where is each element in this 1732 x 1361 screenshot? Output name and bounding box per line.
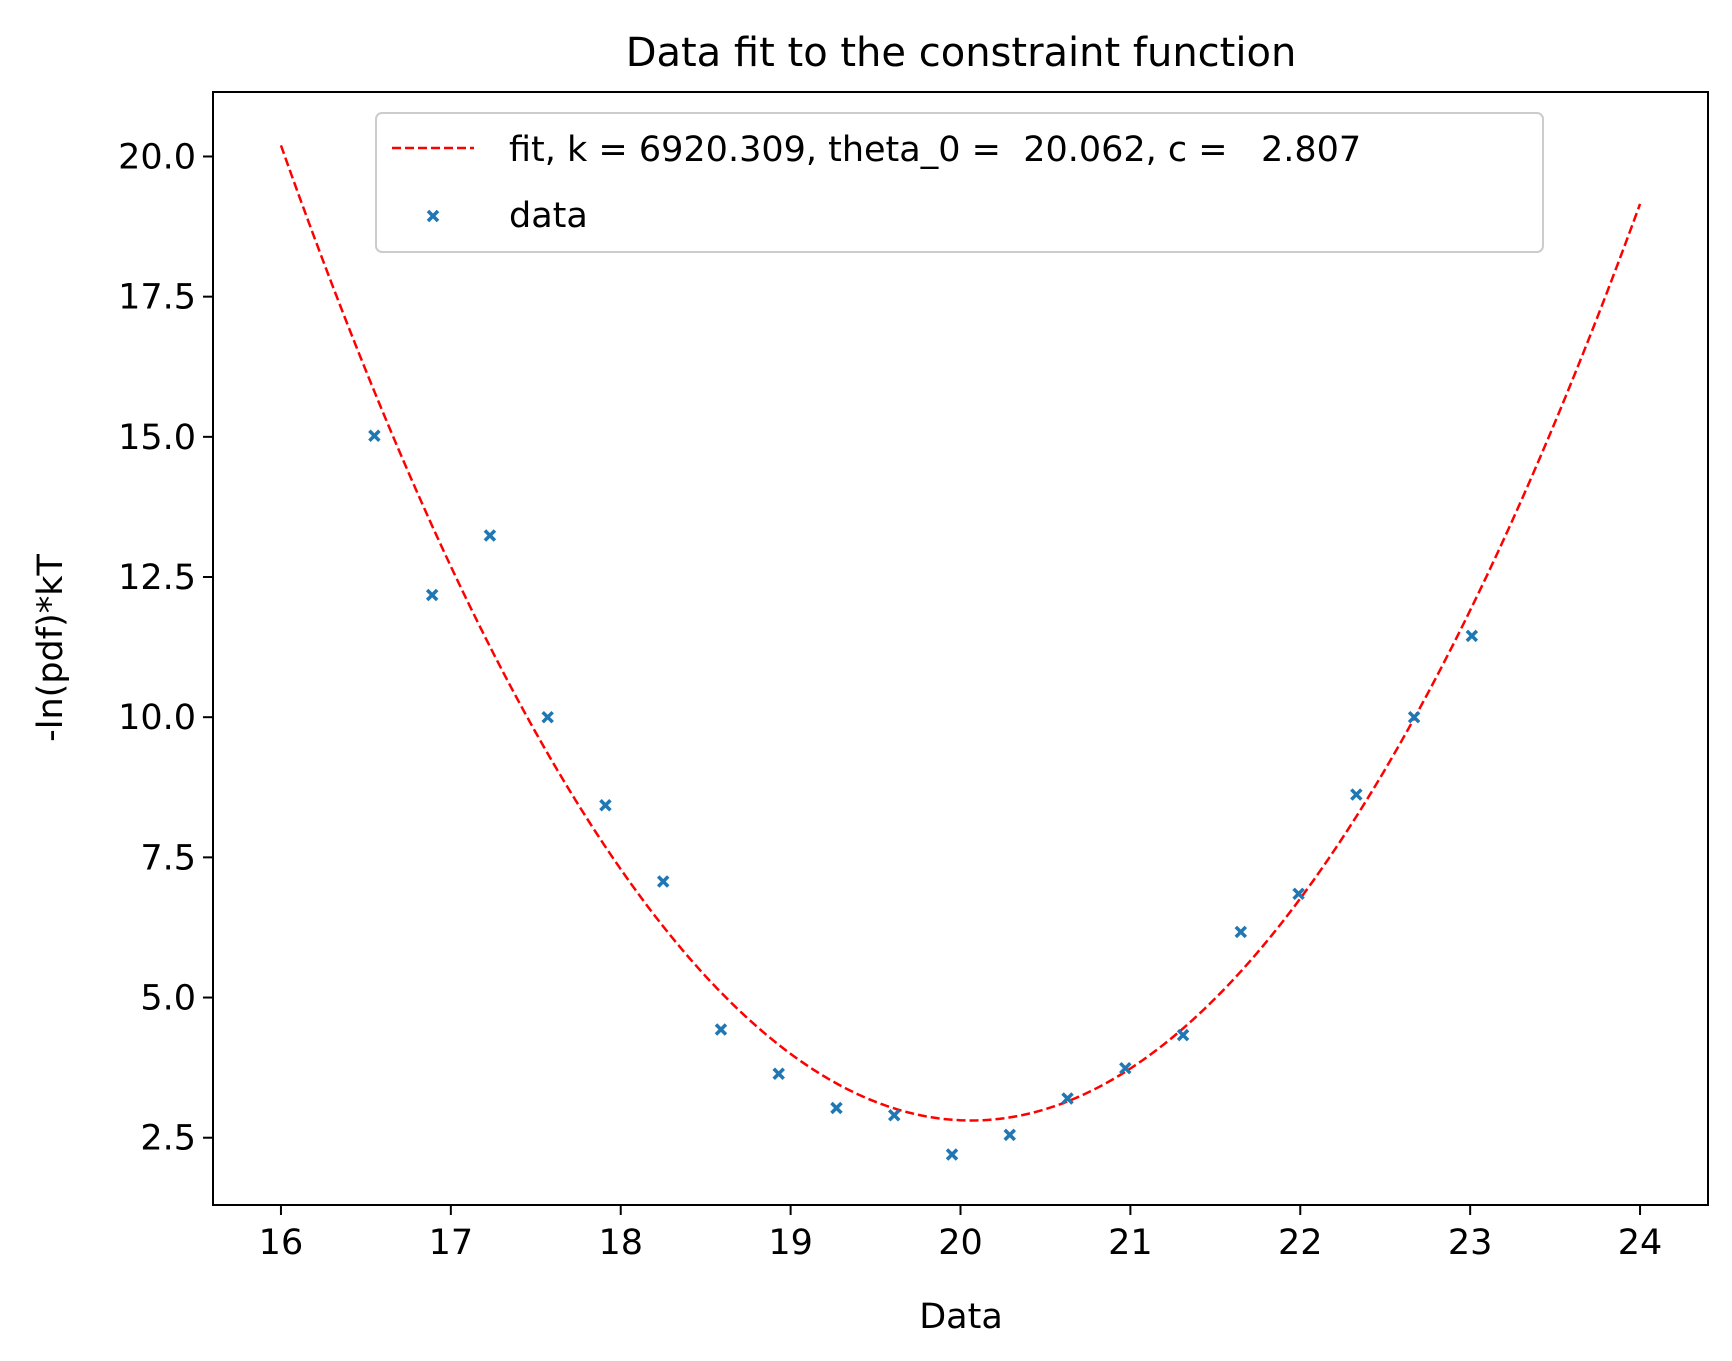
plot-frame bbox=[212, 91, 1709, 1206]
data-point bbox=[541, 710, 554, 724]
legend-fit-label: fit, k = 6920.309, theta_0 = 20.062, c =… bbox=[509, 130, 1361, 170]
y-tick-label: 20.0 bbox=[118, 137, 196, 177]
data-point bbox=[714, 1023, 728, 1036]
data-point bbox=[656, 875, 670, 888]
x-tick-label: 16 bbox=[259, 1223, 304, 1263]
legend-data-marker-icon bbox=[426, 209, 440, 223]
y-tick-label: 15.0 bbox=[118, 418, 196, 458]
plot-area bbox=[279, 144, 1642, 1161]
data-point bbox=[1119, 1061, 1132, 1075]
data-point bbox=[1061, 1092, 1074, 1105]
fit-curve-line bbox=[279, 144, 1642, 1122]
data-point bbox=[1350, 788, 1363, 801]
y-tick-label: 17.5 bbox=[118, 278, 196, 318]
x-tick-label: 22 bbox=[1278, 1223, 1323, 1263]
data-point bbox=[425, 588, 439, 602]
y-axis-label: -ln(pdf)*kT bbox=[31, 554, 71, 742]
data-point bbox=[1234, 925, 1248, 939]
data-point bbox=[1292, 887, 1305, 901]
data-point bbox=[945, 1148, 959, 1161]
data-point bbox=[772, 1067, 785, 1081]
x-tick-label: 23 bbox=[1448, 1223, 1493, 1263]
data-point bbox=[483, 529, 497, 542]
x-axis: 16 17 18 19 20 21 22 23 24 bbox=[259, 1205, 1663, 1263]
y-tick-label: 5.0 bbox=[140, 979, 196, 1019]
data-point bbox=[1407, 710, 1421, 724]
data-point bbox=[830, 1101, 843, 1115]
y-tick-label: 12.5 bbox=[118, 558, 196, 598]
legend-data-label: data bbox=[509, 196, 588, 236]
y-tick-label: 10.0 bbox=[118, 698, 196, 738]
legend-frame bbox=[375, 112, 1544, 253]
y-axis: 2.5 5.0 7.5 10.0 12.5 15.0 17.5 20.0 bbox=[118, 137, 213, 1159]
y-tick-label: 7.5 bbox=[140, 838, 196, 878]
x-tick-label: 20 bbox=[938, 1223, 983, 1263]
data-point bbox=[1465, 629, 1479, 643]
data-point bbox=[1176, 1028, 1190, 1042]
chart-title: Data fit to the constraint function bbox=[626, 30, 1297, 76]
data-point bbox=[888, 1109, 901, 1122]
x-tick-label: 24 bbox=[1618, 1223, 1663, 1263]
x-tick-label: 19 bbox=[768, 1223, 813, 1263]
data-point bbox=[599, 798, 612, 812]
y-tick-label: 2.5 bbox=[140, 1119, 196, 1159]
legend: fit, k = 6920.309, theta_0 = 20.062, c =… bbox=[375, 112, 1544, 253]
x-axis-label: Data bbox=[919, 1297, 1003, 1337]
data-point bbox=[1003, 1128, 1017, 1142]
x-tick-label: 17 bbox=[429, 1223, 474, 1263]
data-point bbox=[368, 429, 381, 442]
x-tick-label: 18 bbox=[598, 1223, 643, 1263]
x-tick-label: 21 bbox=[1108, 1223, 1153, 1263]
